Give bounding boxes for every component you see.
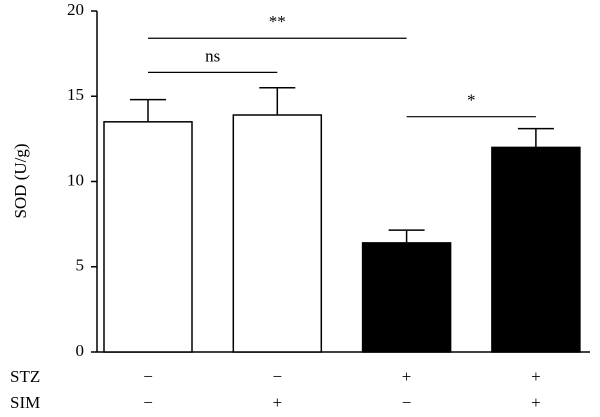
condition-sign: + (273, 393, 283, 412)
condition-label: SIM (10, 393, 40, 412)
condition-sign: − (273, 367, 283, 386)
y-tick-label: 5 (76, 256, 85, 275)
y-tick-label: 10 (67, 170, 84, 189)
bar (232, 114, 323, 353)
significance-label: * (467, 91, 476, 110)
condition-sign: − (402, 393, 412, 412)
condition-sign: + (531, 393, 541, 412)
condition-sign: + (531, 367, 541, 386)
significance-label: ns (205, 46, 220, 65)
bar (361, 242, 452, 353)
condition-sign: − (143, 393, 153, 412)
significance-label: ** (269, 12, 286, 31)
bar (103, 121, 193, 353)
condition-sign: − (143, 367, 153, 386)
y-tick-label: 20 (67, 0, 84, 19)
y-tick-label: 0 (76, 341, 85, 360)
y-tick-label: 15 (67, 85, 84, 104)
bar (491, 146, 581, 353)
y-axis-label: SOD (U/g) (11, 143, 30, 218)
condition-sign: + (402, 367, 412, 386)
condition-label: STZ (10, 367, 40, 386)
